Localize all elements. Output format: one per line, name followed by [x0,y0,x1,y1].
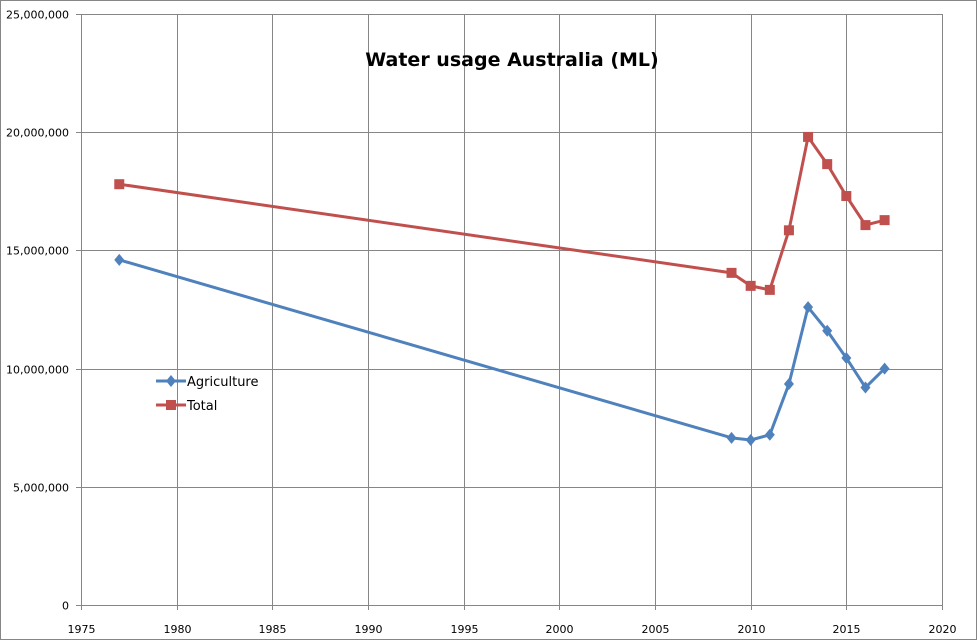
agriculture-line [118,258,886,442]
agriculture-point [822,324,833,337]
total-line [119,135,885,292]
agriculture-point [860,381,871,394]
agriculture-point [783,377,794,390]
total-point [114,179,125,190]
x-tick-label: 1990 [355,623,383,636]
axes [81,14,942,606]
y-tick-label: 25,000,000 [6,9,69,22]
agriculture-point [745,433,756,446]
agriculture-point [764,428,775,441]
agriculture-point [114,253,125,266]
x-tick-label: 1980 [164,623,192,636]
agriculture-point [726,431,737,444]
total-point [745,280,756,291]
x-tick-label: 1985 [259,623,287,636]
x-tick-label: 2005 [642,623,670,636]
legend-marker-diamond [166,375,176,387]
y-tick-label: 0 [62,600,69,613]
series-total [114,131,890,295]
y-tick-label: 5,000,000 [13,482,69,495]
x-tick-label: 1975 [68,623,96,636]
chart-title: Water usage Australia (ML) [365,49,658,71]
total-point [764,284,775,295]
agriculture-point [879,362,890,375]
series-lines [114,131,890,446]
legend: Agriculture Total [156,375,259,414]
x-tick-label: 1995 [451,623,479,636]
x-tick-label: 2000 [546,623,574,636]
x-tick-label: 2015 [833,623,861,636]
total-point [726,267,737,278]
y-tick-label: 20,000,000 [6,127,69,140]
y-axis-ticks: 0 5,000,000 10,000,000 15,000,000 20,000,000… [6,9,81,613]
total-point [783,225,794,236]
total-point [822,159,833,170]
total-point [841,191,852,202]
y-tick-label: 10,000,000 [6,364,69,377]
agriculture-point [803,301,814,314]
x-tick-label: 2020 [929,623,957,636]
legend-label: Agriculture [187,375,259,390]
gridlines [81,14,943,605]
x-axis-ticks: 1975 1980 1985 1990 1995 2000 2005 2010 2015 2020 [68,605,957,636]
legend-item-total: Total [156,399,217,414]
total-point [879,215,890,226]
total-point [803,131,814,142]
x-tick-label: 2010 [738,623,766,636]
agriculture-point [841,351,852,364]
y-tick-label: 15,000,000 [6,245,69,258]
legend-marker-square [166,400,176,410]
legend-item-agriculture: Agriculture [156,375,259,390]
legend-label: Total [186,399,217,414]
series-agriculture [114,253,890,446]
total-point [860,220,871,231]
